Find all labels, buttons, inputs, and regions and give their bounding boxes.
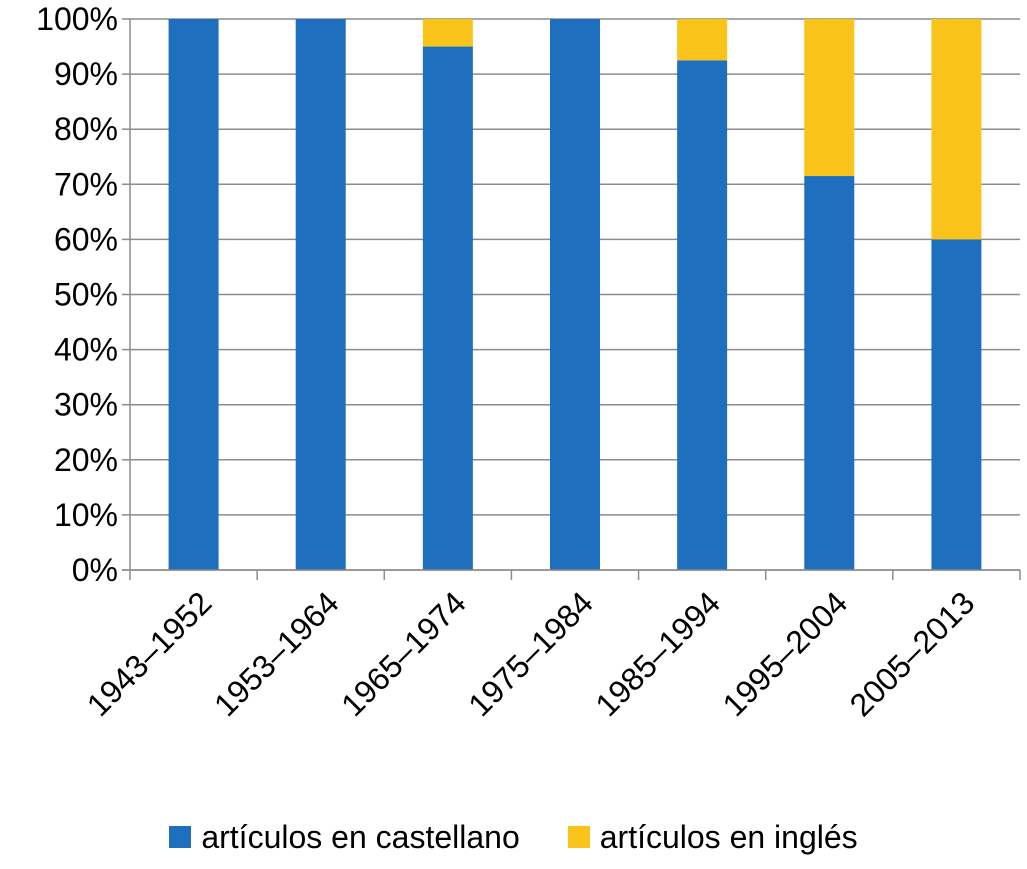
x-axis-tick-labels: 1943–19521953–19641965–19741975–19841985… (80, 584, 982, 723)
legend-label-ingles: artículos en inglés (599, 818, 858, 855)
legend-swatch-castellano (169, 826, 192, 848)
x-tick-label: 2005–2013 (843, 584, 982, 723)
y-tick-label: 20% (54, 442, 118, 478)
y-tick-label: 40% (54, 332, 118, 368)
bar-segment-ingles (422, 19, 473, 47)
bar-segment-castellano (422, 46, 473, 571)
legend-label-castellano: artículos en castellano (201, 818, 520, 855)
x-tick-label: 1985–1994 (588, 584, 727, 723)
legend: artículos en castellano artículos en ing… (0, 812, 1027, 862)
x-tick-label: 1965–1974 (334, 584, 473, 723)
stacked-bar-chart: 0% 10% 20% 30% 40% 50% 60% 70% 80% 90% 100% 1943–1… (36, 1, 1021, 723)
bar-segment-castellano (295, 19, 346, 570)
legend-swatch-ingles (567, 826, 590, 848)
bar-segment-ingles (677, 19, 728, 61)
bars (168, 19, 982, 571)
bar-segment-castellano (550, 19, 600, 570)
x-tick-label: 1975–1984 (461, 584, 600, 723)
y-tick-label: 30% (54, 387, 118, 423)
legend-item-castellano: artículos en castellano (169, 818, 520, 856)
y-tick-label: 80% (54, 111, 118, 147)
x-tick-label: 1953–1964 (207, 584, 346, 723)
x-tick-label: 1943–1952 (80, 584, 219, 723)
axes (122, 19, 1021, 580)
legend-item-ingles: artículos en inglés (567, 818, 858, 856)
y-tick-label: 90% (54, 56, 118, 92)
y-tick-label: 10% (54, 497, 118, 533)
y-tick-label: 50% (54, 277, 118, 313)
x-tick-label: 1995–2004 (716, 584, 855, 723)
y-tick-label: 70% (54, 166, 118, 202)
bar-segment-ingles (931, 19, 982, 240)
bar-segment-castellano (168, 19, 219, 570)
y-axis-tick-labels: 0% 10% 20% 30% 40% 50% 60% 70% 80% 90% 100% (36, 1, 118, 588)
y-tick-label: 100% (36, 1, 118, 37)
y-tick-label: 0% (72, 552, 118, 588)
y-tick-label: 60% (54, 221, 118, 257)
bar-segment-ingles (804, 19, 855, 177)
bar-segment-castellano (804, 176, 855, 570)
bar-segment-castellano (931, 239, 982, 570)
bar-segment-castellano (677, 60, 728, 570)
